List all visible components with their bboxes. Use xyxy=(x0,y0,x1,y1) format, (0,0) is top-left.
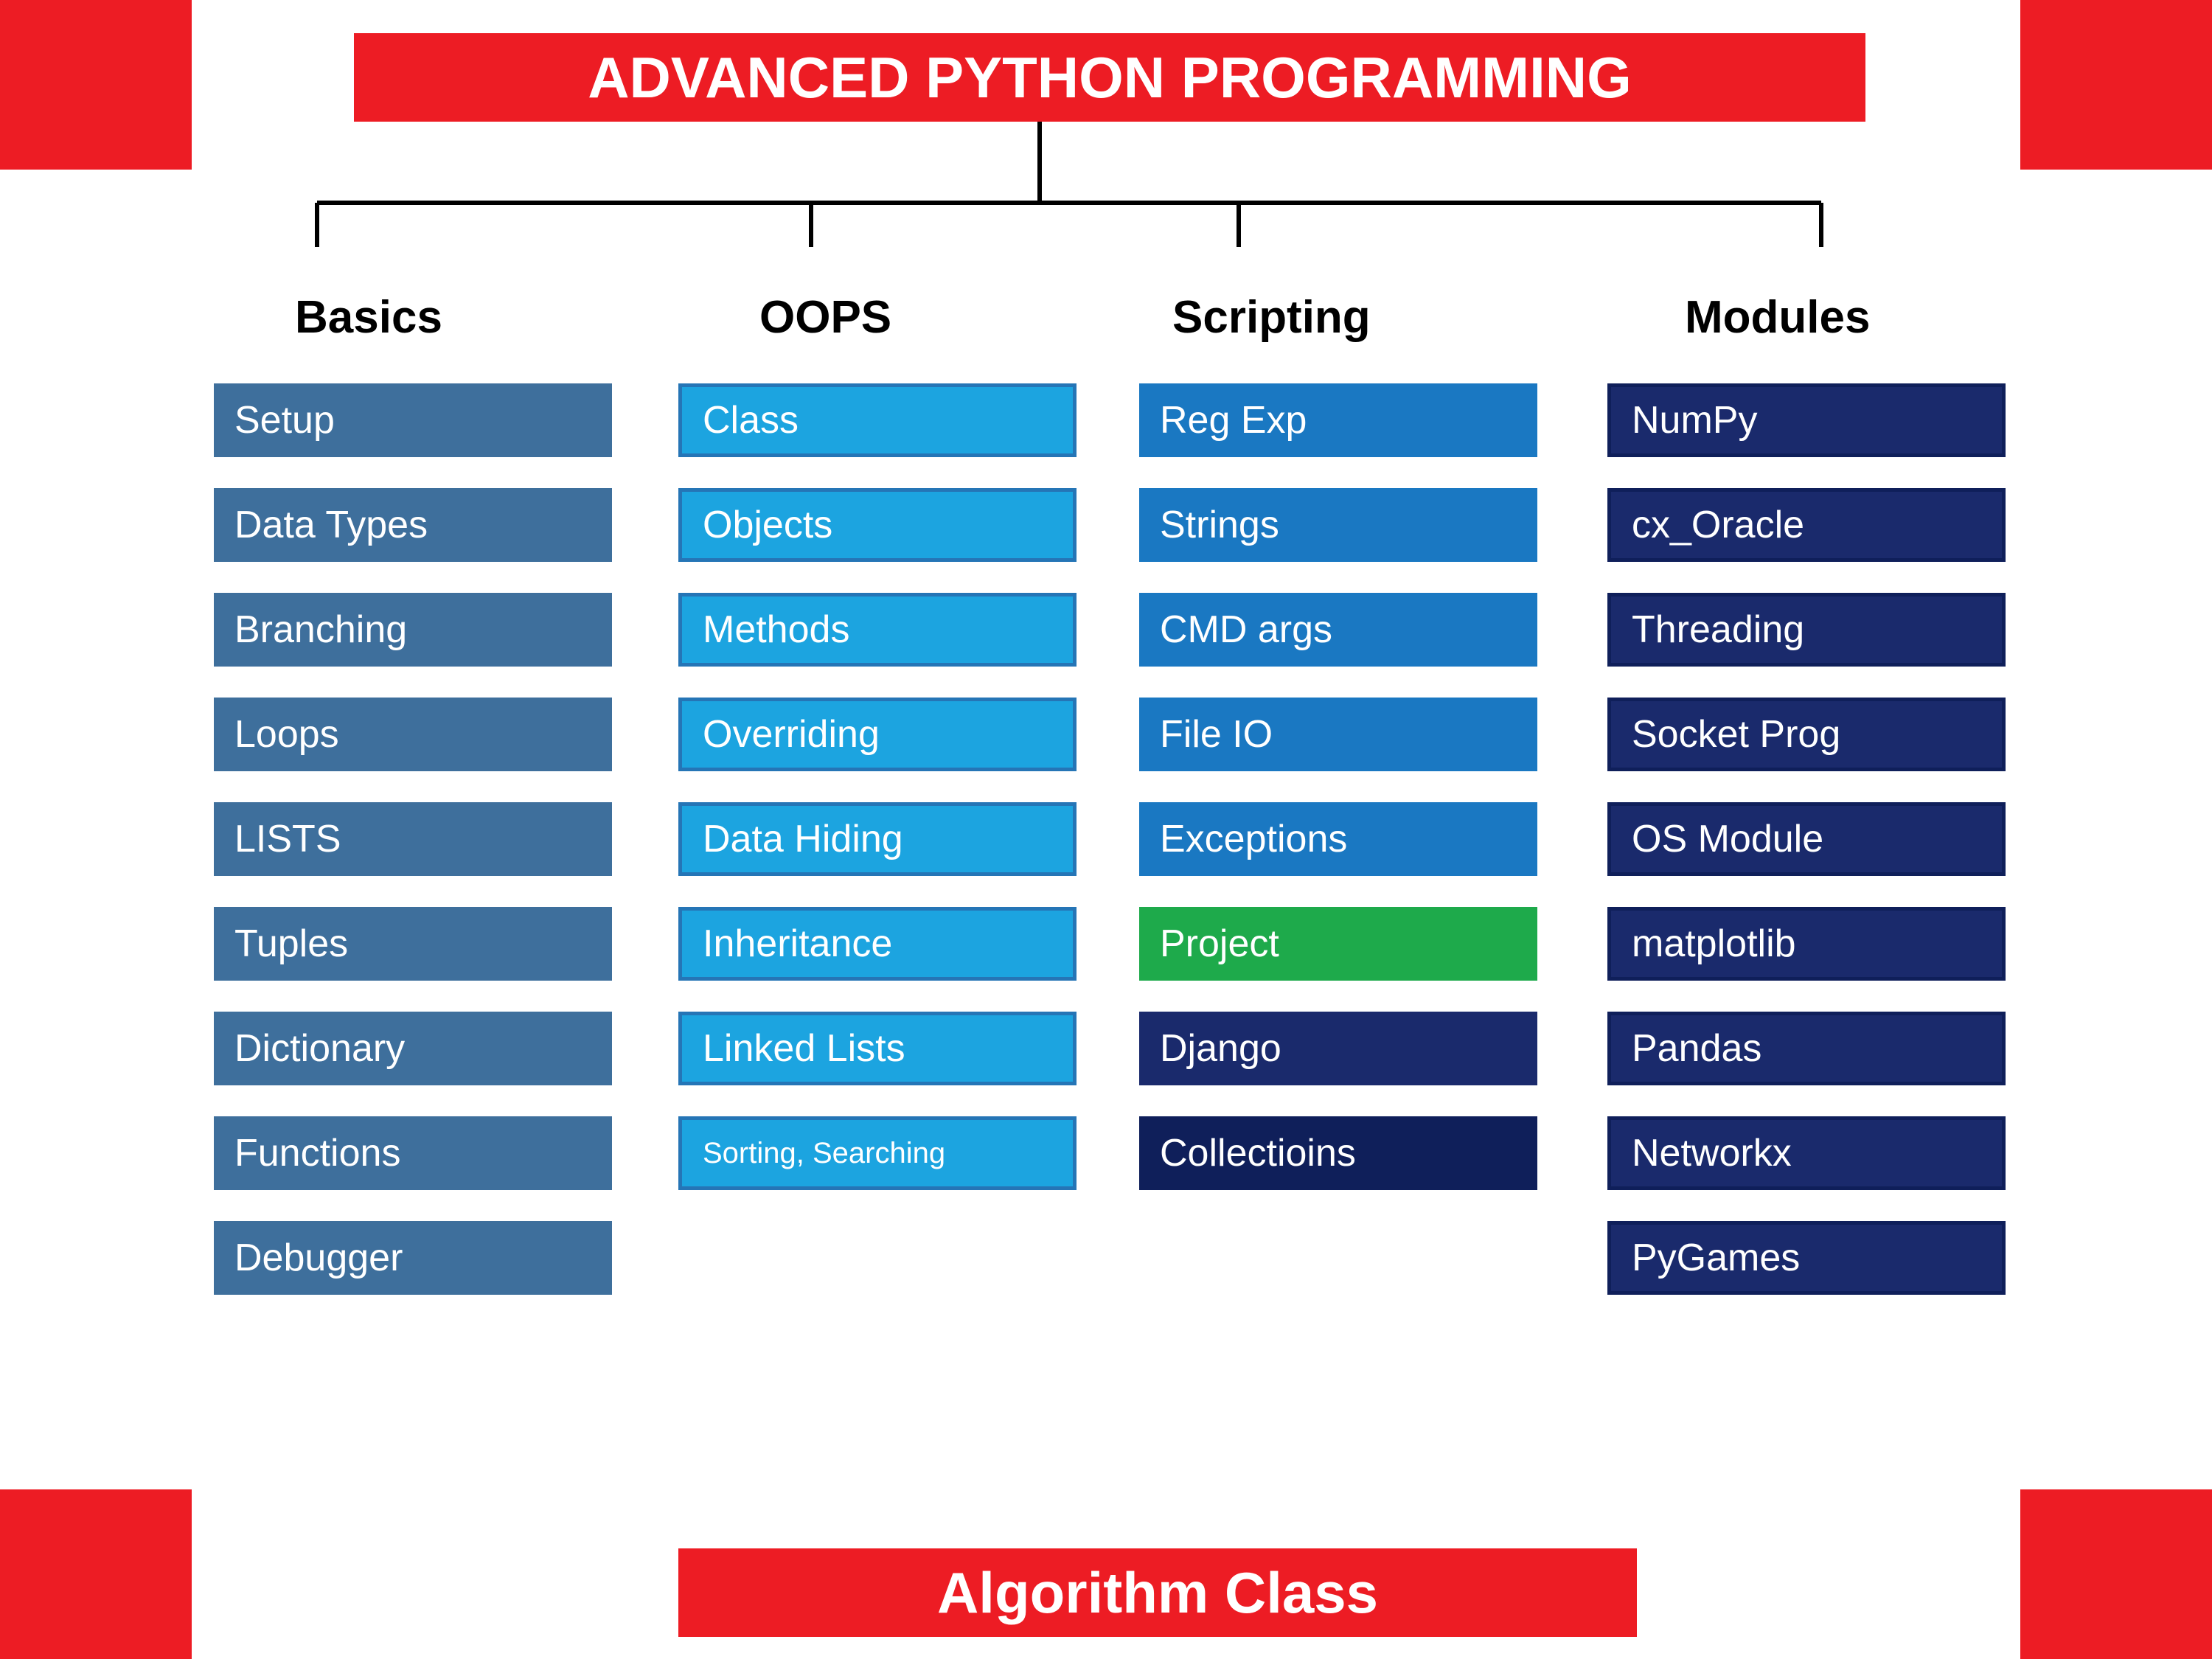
column-header-basics: Basics xyxy=(295,291,442,344)
item-oops-5: Inheritance xyxy=(678,907,1077,981)
item-basics-0: Setup xyxy=(214,383,612,457)
item-modules-8: PyGames xyxy=(1607,1221,2006,1295)
item-oops-3: Overriding xyxy=(678,698,1077,771)
item-modules-1: cx_Oracle xyxy=(1607,488,2006,562)
item-scripting-7: Collectioins xyxy=(1139,1116,1537,1190)
item-modules-0: NumPy xyxy=(1607,383,2006,457)
item-oops-4: Data Hiding xyxy=(678,802,1077,876)
column-header-oops: OOPS xyxy=(759,291,891,344)
item-modules-5: matplotlib xyxy=(1607,907,2006,981)
column-header-scripting: Scripting xyxy=(1172,291,1371,344)
item-basics-1: Data Types xyxy=(214,488,612,562)
item-modules-2: Threading xyxy=(1607,593,2006,667)
column-oops: Class Objects Methods Overriding Data Hiding… xyxy=(678,383,1077,1190)
footer-banner: Algorithm Class xyxy=(678,1548,1637,1637)
tree-connector xyxy=(0,122,2212,313)
column-basics: Setup Data Types Branching Loops LISTS Tuples… xyxy=(214,383,612,1295)
item-modules-6: Pandas xyxy=(1607,1012,2006,1085)
item-basics-6: Dictionary xyxy=(214,1012,612,1085)
item-basics-4: LISTS xyxy=(214,802,612,876)
item-scripting-6: Django xyxy=(1139,1012,1537,1085)
column-scripting: Reg Exp Strings CMD args File IO Exceptions P… xyxy=(1139,383,1537,1190)
item-scripting-3: File IO xyxy=(1139,698,1537,771)
item-oops-0: Class xyxy=(678,383,1077,457)
item-scripting-1: Strings xyxy=(1139,488,1537,562)
item-basics-5: Tuples xyxy=(214,907,612,981)
item-scripting-5: Project xyxy=(1139,907,1537,981)
item-scripting-0: Reg Exp xyxy=(1139,383,1537,457)
item-modules-4: OS Module xyxy=(1607,802,2006,876)
title-banner: ADVANCED PYTHON PROGRAMMING xyxy=(354,33,1865,122)
item-oops-7: Sorting, Searching xyxy=(678,1116,1077,1190)
item-scripting-4: Exceptions xyxy=(1139,802,1537,876)
item-scripting-2: CMD args xyxy=(1139,593,1537,667)
item-modules-7: Networkx xyxy=(1607,1116,2006,1190)
corner-bottom-right xyxy=(2020,1489,2212,1659)
item-oops-6: Linked Lists xyxy=(678,1012,1077,1085)
item-basics-8: Debugger xyxy=(214,1221,612,1295)
column-modules: NumPy cx_Oracle Threading Socket Prog OS Mod… xyxy=(1607,383,2006,1295)
column-header-modules: Modules xyxy=(1685,291,1870,344)
corner-bottom-left xyxy=(0,1489,192,1659)
item-modules-3: Socket Prog xyxy=(1607,698,2006,771)
item-basics-7: Functions xyxy=(214,1116,612,1190)
item-basics-2: Branching xyxy=(214,593,612,667)
item-basics-3: Loops xyxy=(214,698,612,771)
item-oops-2: Methods xyxy=(678,593,1077,667)
item-oops-1: Objects xyxy=(678,488,1077,562)
